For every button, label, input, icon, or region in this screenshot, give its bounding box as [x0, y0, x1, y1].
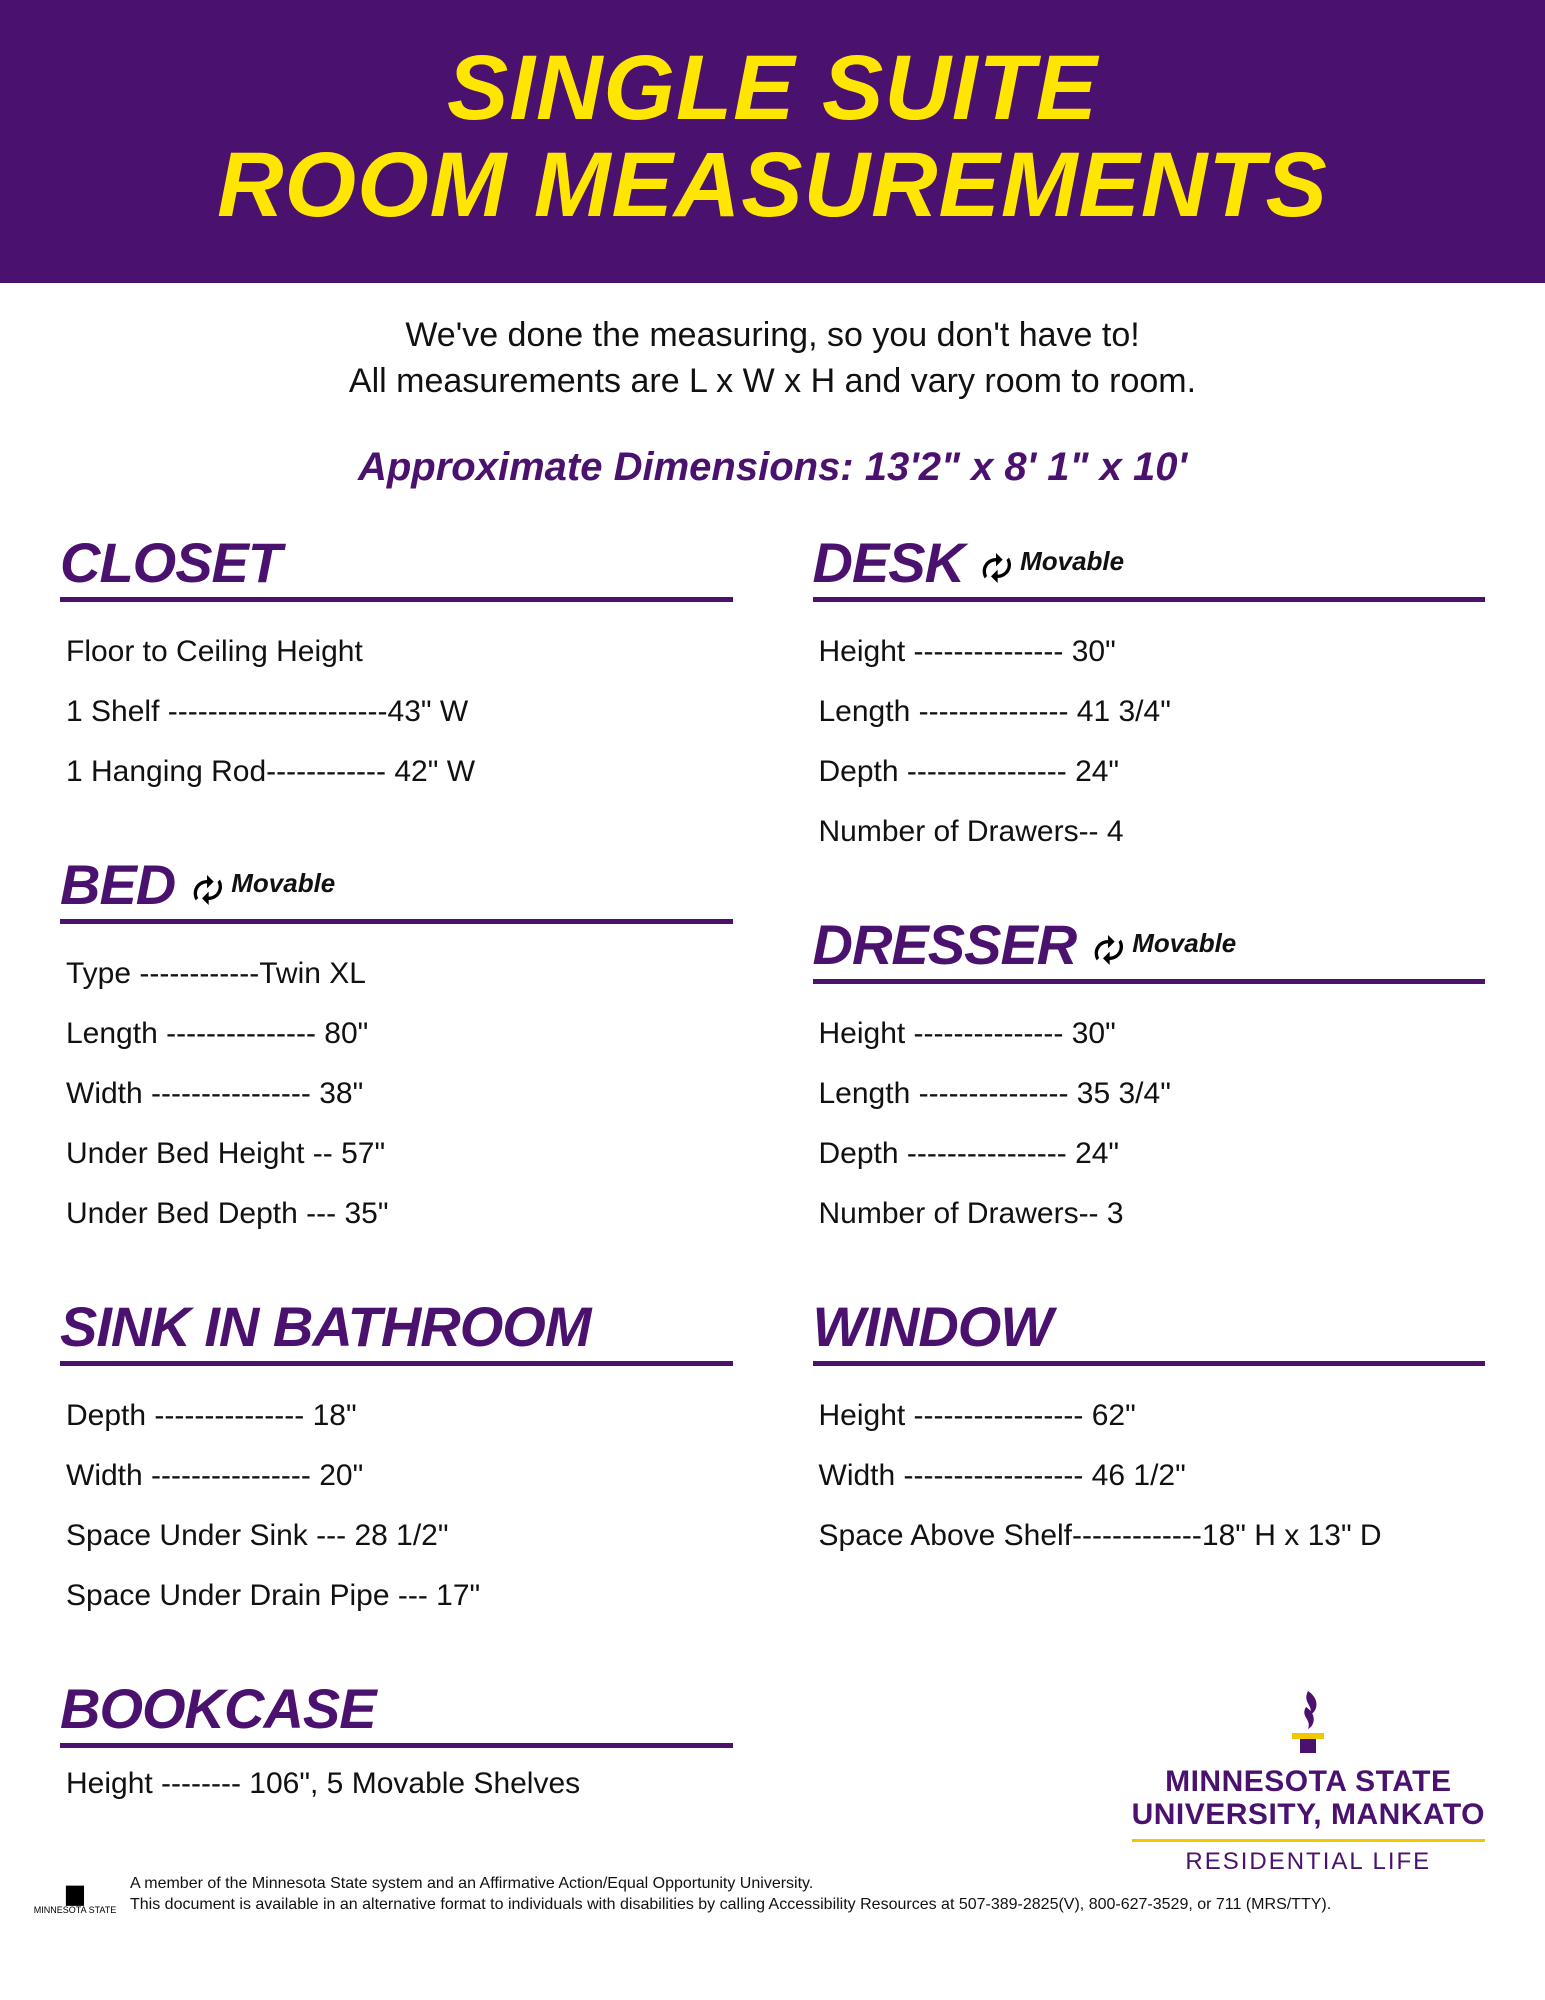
movable-badge: Movable	[187, 864, 335, 904]
section-header: BOOKCASE	[60, 1676, 733, 1748]
university-sublabel: RESIDENTIAL LIFE	[1132, 1839, 1485, 1876]
section-title: DESK	[813, 530, 965, 595]
title-line-1: SINGLE SUITE	[447, 37, 1098, 139]
flame-icon	[1278, 1689, 1338, 1759]
measure-row: Length --------------- 80"	[66, 1004, 733, 1064]
measure-row: Depth ---------------- 24"	[819, 742, 1486, 802]
section-title: BED	[60, 852, 175, 917]
measure-row: Under Bed Depth --- 35"	[66, 1184, 733, 1244]
approx-dimensions: Approximate Dimensions: 13'2" x 8' 1" x …	[0, 415, 1545, 530]
measure-row: Depth ---------------- 24"	[819, 1124, 1486, 1184]
cycle-icon	[187, 870, 227, 910]
section-title: DRESSER	[813, 912, 1077, 977]
measure-row: Number of Drawers-- 4	[819, 802, 1486, 862]
footer: MINNESOTA STATE UNIVERSITY, MANKATO RESI…	[0, 1844, 1545, 1946]
section-header: DRESSER Movable	[813, 912, 1486, 984]
measure-row: Depth --------------- 18"	[66, 1386, 733, 1446]
movable-badge: Movable	[976, 542, 1124, 582]
measure-list: Floor to Ceiling Height 1 Shelf --------…	[60, 602, 733, 802]
section-bed: BED Movable Type ------------Twin XL Len…	[60, 852, 733, 1244]
university-name-line-1: MINNESOTA STATE	[1165, 1765, 1451, 1798]
measure-row: Under Bed Height -- 57"	[66, 1124, 733, 1184]
header-band: SINGLE SUITE ROOM MEASUREMENTS	[0, 0, 1545, 283]
section-sink: SINK IN BATHROOM Depth --------------- 1…	[60, 1294, 733, 1626]
section-bookcase: BOOKCASE Height -------- 106", 5 Movable…	[60, 1676, 733, 1814]
measure-row: Length --------------- 35 3/4"	[819, 1064, 1486, 1124]
fineprint-line-2: This document is available in an alterna…	[130, 1895, 1485, 1916]
measure-list: Height ----------------- 62" Width -----…	[813, 1366, 1486, 1566]
right-column: DESK Movable Height --------------- 30" …	[813, 530, 1486, 1824]
section-title: BOOKCASE	[60, 1676, 376, 1741]
measure-row: Space Under Drain Pipe --- 17"	[66, 1566, 733, 1626]
measure-row: Number of Drawers-- 3	[819, 1184, 1486, 1244]
movable-label: Movable	[231, 868, 335, 899]
measure-list: Height -------- 106", 5 Movable Shelves	[60, 1748, 733, 1814]
measure-row: 1 Shelf ----------------------43" W	[66, 682, 733, 742]
measure-row: Width ---------------- 38"	[66, 1064, 733, 1124]
measure-row: Width ---------------- 20"	[66, 1446, 733, 1506]
cycle-icon	[1088, 930, 1128, 970]
section-title: SINK IN BATHROOM	[60, 1294, 591, 1359]
measure-row: Space Above Shelf-------------18" H x 13…	[819, 1506, 1486, 1566]
section-header: CLOSET	[60, 530, 733, 602]
fineprint-line-1: A member of the Minnesota State system a…	[130, 1874, 1485, 1895]
university-logo: MINNESOTA STATE UNIVERSITY, MANKATO RESI…	[1132, 1689, 1485, 1876]
section-closet: CLOSET Floor to Ceiling Height 1 Shelf -…	[60, 530, 733, 802]
page-title: SINGLE SUITE ROOM MEASUREMENTS	[0, 40, 1545, 233]
mn-state-mark-icon: ▆	[20, 1881, 130, 1905]
measure-row: Type ------------Twin XL	[66, 944, 733, 1004]
left-column: CLOSET Floor to Ceiling Height 1 Shelf -…	[60, 530, 733, 1824]
university-name: MINNESOTA STATE UNIVERSITY, MANKATO	[1132, 1765, 1485, 1831]
measure-row: Height --------------- 30"	[819, 1004, 1486, 1064]
section-header: SINK IN BATHROOM	[60, 1294, 733, 1366]
measure-list: Height --------------- 30" Length ------…	[813, 984, 1486, 1244]
mn-state-mark: ▆ MINNESOTA STATE	[20, 1881, 130, 1915]
page: SINGLE SUITE ROOM MEASUREMENTS We've don…	[0, 0, 1545, 1946]
measure-list: Depth --------------- 18" Width --------…	[60, 1366, 733, 1626]
measure-row: Height --------------- 30"	[819, 622, 1486, 682]
measure-row: Height ----------------- 62"	[819, 1386, 1486, 1446]
section-header: DESK Movable	[813, 530, 1486, 602]
measure-row: Space Under Sink --- 28 1/2"	[66, 1506, 733, 1566]
measure-row: Floor to Ceiling Height	[66, 622, 733, 682]
movable-badge: Movable	[1088, 924, 1236, 964]
title-line-2: ROOM MEASUREMENTS	[217, 134, 1328, 236]
measure-list: Height --------------- 30" Length ------…	[813, 602, 1486, 862]
intro-line-1: We've done the measuring, so you don't h…	[60, 313, 1485, 359]
section-window: WINDOW Height ----------------- 62" Widt…	[813, 1294, 1486, 1566]
movable-label: Movable	[1020, 546, 1124, 577]
measure-list: Type ------------Twin XL Length --------…	[60, 924, 733, 1244]
section-dresser: DRESSER Movable Height --------------- 3…	[813, 912, 1486, 1244]
section-title: WINDOW	[813, 1294, 1053, 1359]
intro-text: We've done the measuring, so you don't h…	[0, 283, 1545, 415]
measure-row: 1 Hanging Rod------------ 42" W	[66, 742, 733, 802]
columns: CLOSET Floor to Ceiling Height 1 Shelf -…	[0, 530, 1545, 1844]
university-name-line-2: UNIVERSITY, MANKATO	[1132, 1798, 1485, 1831]
section-header: BED Movable	[60, 852, 733, 924]
mn-state-mark-label: MINNESOTA STATE	[34, 1905, 117, 1915]
section-desk: DESK Movable Height --------------- 30" …	[813, 530, 1486, 862]
measure-row: Length --------------- 41 3/4"	[819, 682, 1486, 742]
section-header: WINDOW	[813, 1294, 1486, 1366]
movable-label: Movable	[1132, 928, 1236, 959]
section-title: CLOSET	[60, 530, 281, 595]
measure-row: Height -------- 106", 5 Movable Shelves	[66, 1754, 733, 1814]
measure-row: Width ------------------ 46 1/2"	[819, 1446, 1486, 1506]
cycle-icon	[976, 548, 1016, 588]
intro-line-2: All measurements are L x W x H and vary …	[60, 359, 1485, 405]
